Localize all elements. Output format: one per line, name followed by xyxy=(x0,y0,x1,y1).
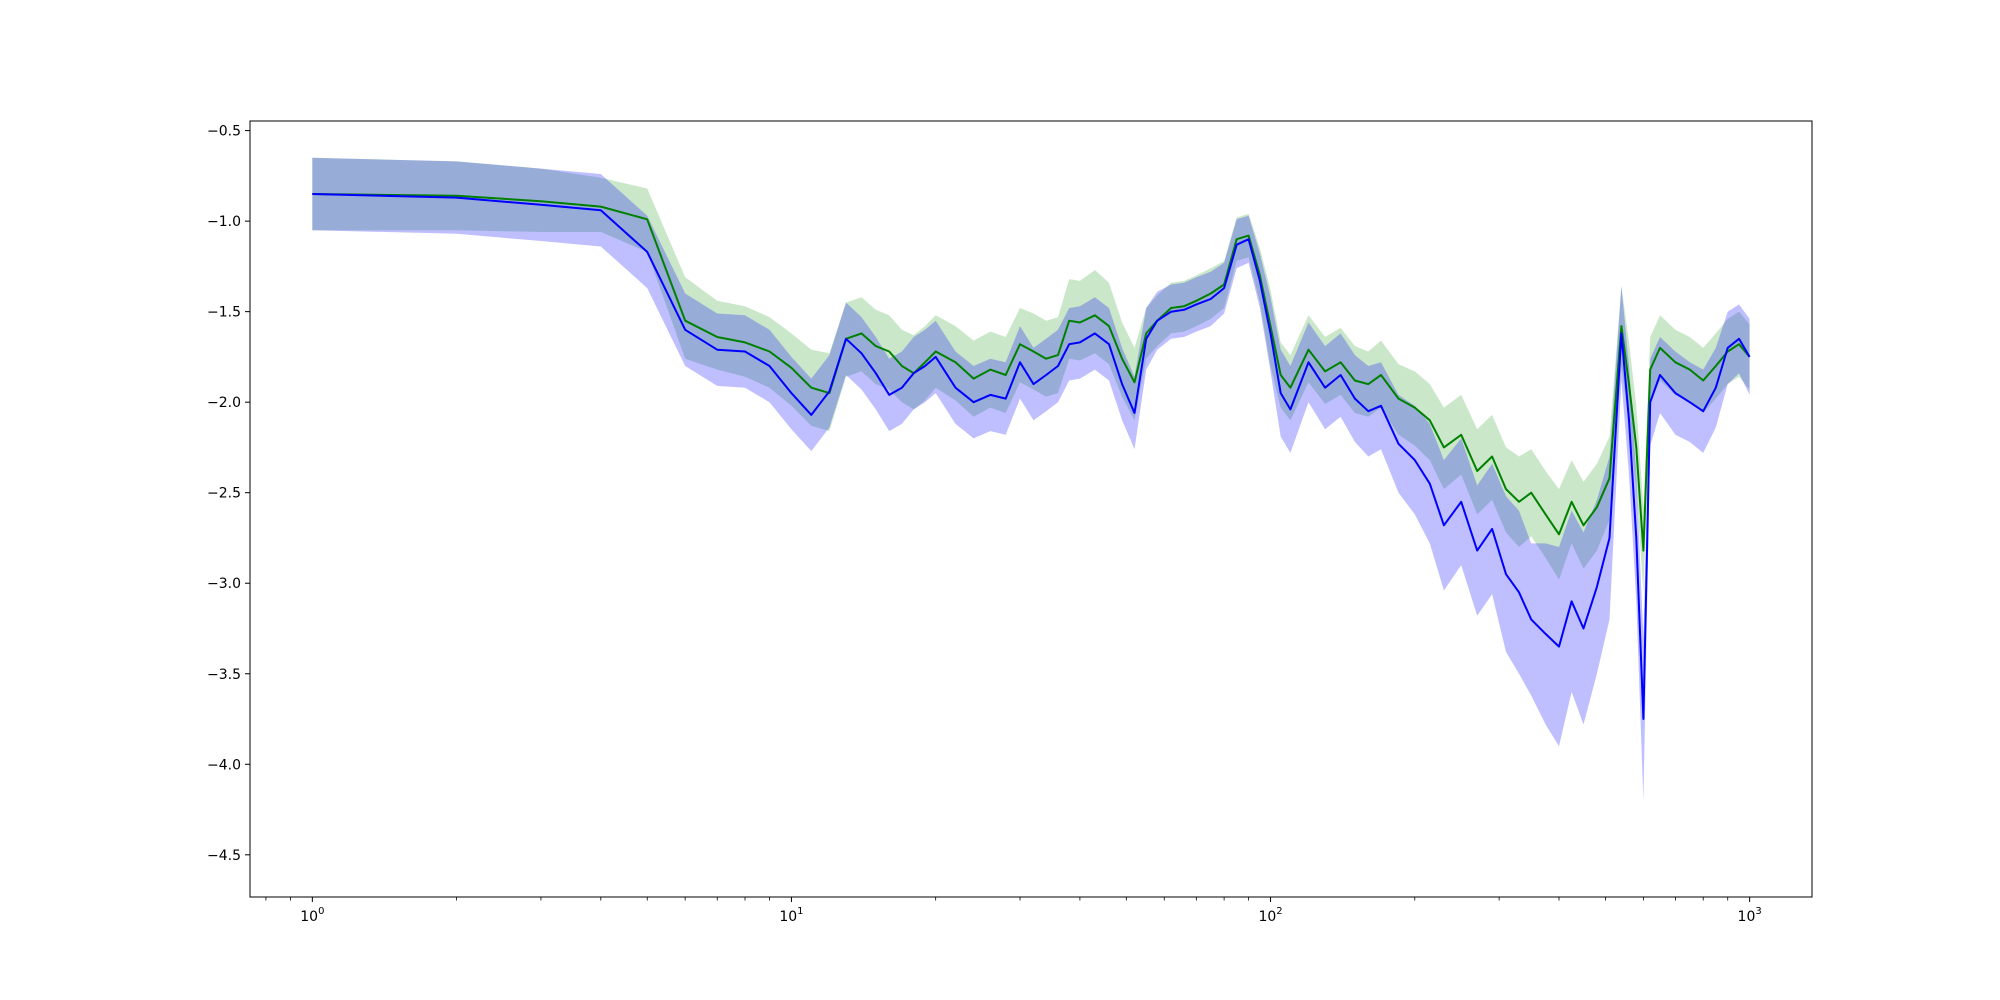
y-tick-label: −1.5 xyxy=(207,305,241,321)
series-2-line xyxy=(312,193,1751,720)
y-tick-label: −1.0 xyxy=(207,214,241,230)
y-tick-label: −4.0 xyxy=(207,757,241,773)
x-tick-label: 103 xyxy=(1738,906,1762,925)
series-1-band xyxy=(312,157,1750,593)
x-tick-label: 101 xyxy=(779,906,803,925)
x-tick-label: 100 xyxy=(300,906,324,925)
y-tick-label: −4.5 xyxy=(207,848,241,864)
series-1-line xyxy=(312,193,1751,552)
y-axis-ticks: −0.5 −1.0 −1.5 −2.0 −2.5 −3.0 −3.5 −4.0 −4.5 xyxy=(207,124,250,864)
y-tick-label: −2.5 xyxy=(207,486,241,502)
confidence-bands xyxy=(312,157,1750,801)
y-tick-label: −0.5 xyxy=(207,124,241,140)
y-tick-label: −3.5 xyxy=(207,667,241,683)
x-axis-ticks: 100 101 102 103 xyxy=(265,897,1762,925)
x-tick-label: 102 xyxy=(1258,906,1282,925)
series-2-band xyxy=(312,157,1750,801)
plot-frame xyxy=(249,120,1813,898)
y-tick-label: −2.0 xyxy=(207,395,241,411)
y-tick-label: −3.0 xyxy=(207,576,241,592)
series-lines xyxy=(312,193,1751,720)
